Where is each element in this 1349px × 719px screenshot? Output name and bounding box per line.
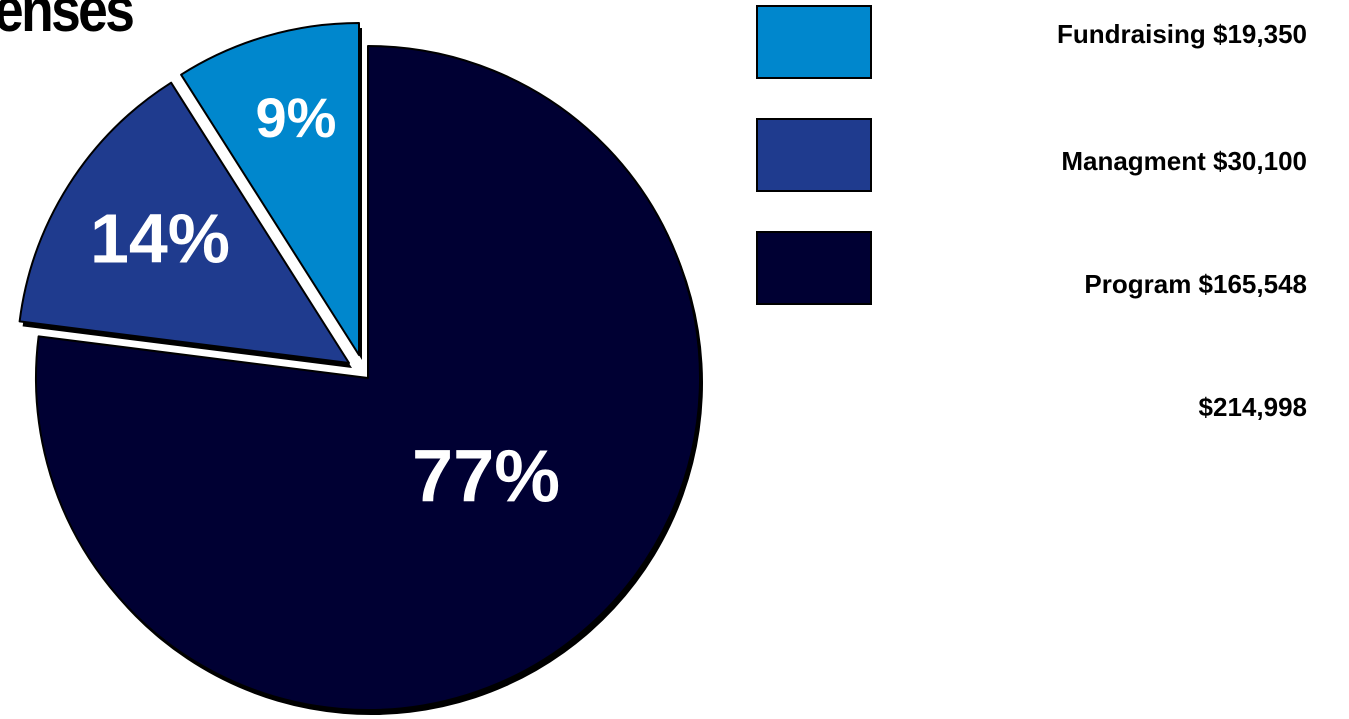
legend-swatch-fundraising [756,5,872,79]
pie-slice-fundraising [180,22,360,356]
chart-title: enses [0,0,135,45]
legend-label-managment: Managment $30,100 [1061,146,1307,176]
slice-percent-label-managment: 14% [90,199,230,277]
legend-total: $214,998 [1198,392,1307,422]
legend-swatch-program [756,231,872,305]
legend-label-program: Program $165,548 [1084,269,1307,299]
pie-slice-managment [18,81,350,364]
pie-chart: 9% 14% 77% [18,22,703,715]
pie-slice-program [35,45,701,711]
legend-swatch-managment [756,118,872,192]
slice-percent-label-fundraising: 9% [256,86,337,149]
legend-label-fundraising: Fundraising $19,350 [1057,19,1307,49]
slice-percent-label-program: 77% [412,435,560,518]
